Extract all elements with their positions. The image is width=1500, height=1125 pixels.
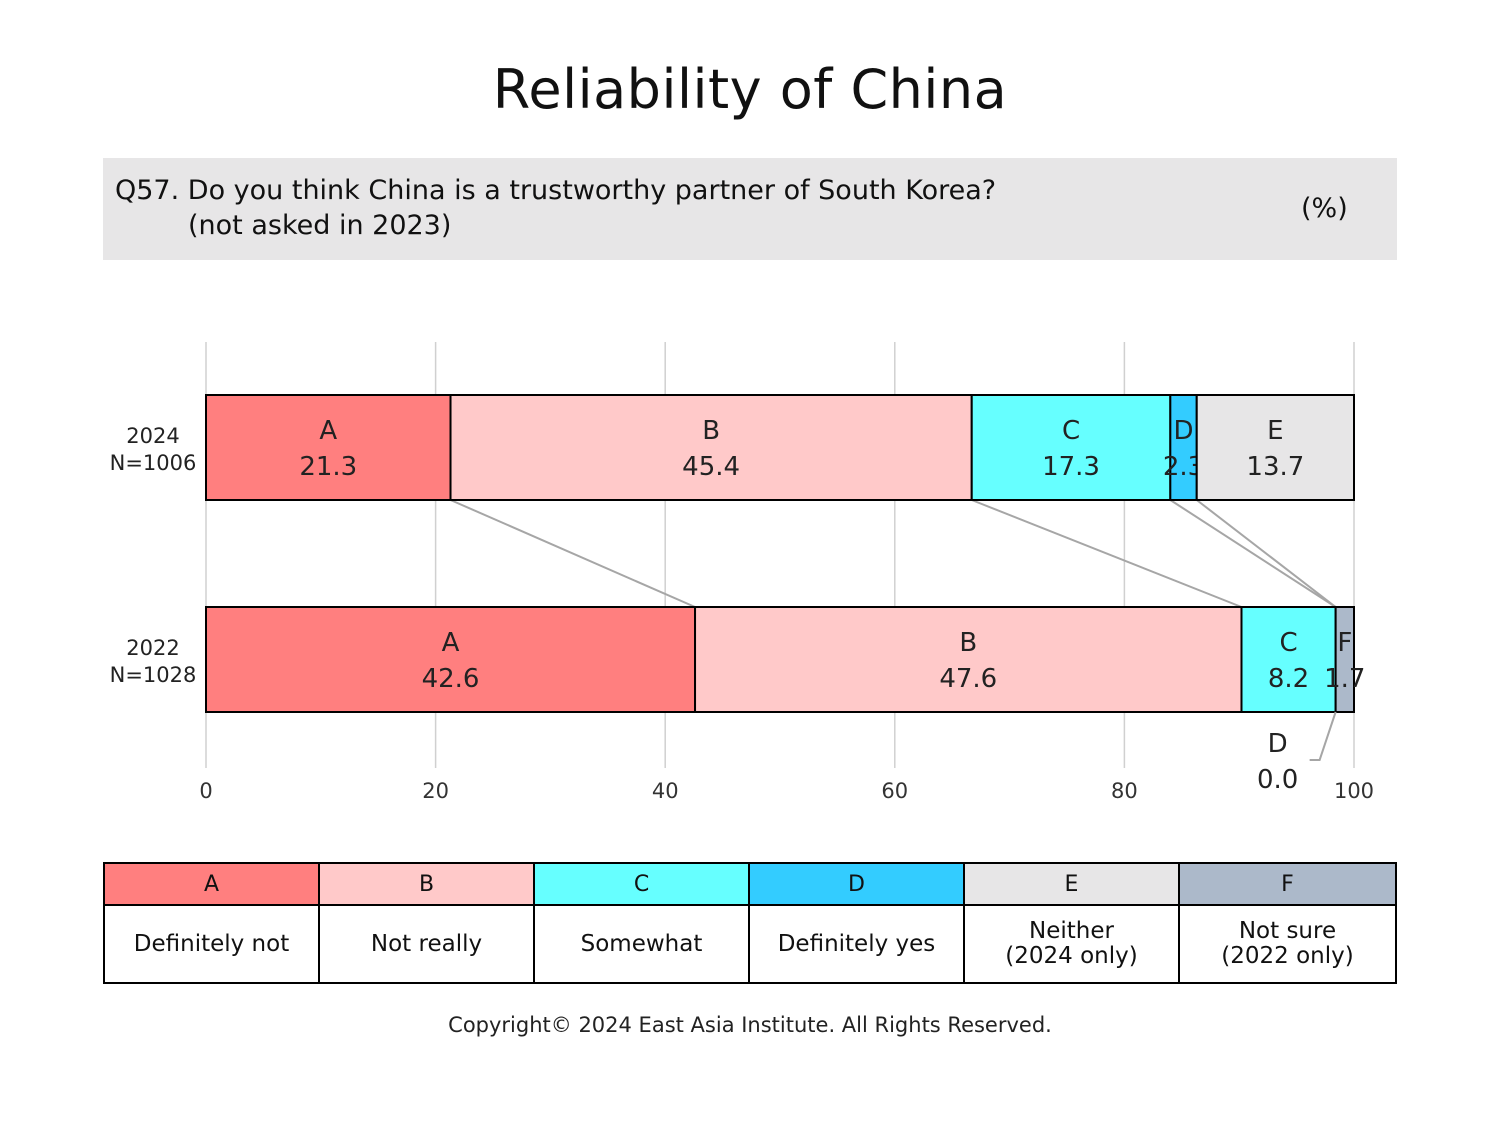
legend-label-f: Not sure (2022 only): [1221, 918, 1354, 969]
x-tick-label: 100: [1334, 779, 1374, 803]
legend-label-d: Definitely yes: [750, 906, 965, 982]
legend-table: A B C D E F Definitely not Not really So…: [103, 862, 1397, 984]
bar-segment-2024-c: [970, 394, 1172, 501]
legend-key-c: C: [535, 864, 750, 906]
segment-key-label: E: [1267, 416, 1283, 446]
legend-key-e: E: [965, 864, 1180, 906]
segment-key-label: D: [1174, 416, 1194, 446]
legend-label-b: Not really: [320, 906, 535, 982]
callout-value-label: 0.0: [1257, 765, 1298, 795]
callout-key-label: D: [1268, 729, 1288, 759]
row-sample-size: N=1028: [110, 663, 197, 687]
legend-key-a: A: [105, 864, 320, 906]
stacked-bar-chart: 0 20 40 60 80 100A21.3B45.4C17.3D2.3E13.72024…: [110, 342, 1374, 803]
segment-key-label: A: [442, 628, 460, 658]
bar-segment-2024-d: [1169, 394, 1198, 501]
row-label: 2024: [126, 424, 179, 448]
x-tick-label: 80: [1111, 779, 1138, 803]
segment-key-label: A: [319, 416, 337, 446]
question-text: Q57. Do you think China is a trustworthy…: [115, 175, 997, 206]
callout-leader-line: [1309, 711, 1337, 761]
connector-line: [1196, 499, 1337, 608]
unit-label: (%): [1301, 193, 1348, 224]
x-tick-label: 60: [881, 779, 908, 803]
legend-label-c: Somewhat: [535, 906, 750, 982]
segment-key-label: B: [959, 628, 977, 658]
legend-key-b: B: [320, 864, 535, 906]
connector-line: [450, 499, 696, 608]
copyright-notice: Copyright© 2024 East Asia Institute. All…: [448, 1013, 1052, 1037]
segment-value-label: 21.3: [299, 452, 357, 482]
chart-title: Reliability of China: [492, 58, 1008, 121]
bar-segment-2024-a: [205, 394, 452, 501]
x-tick-label: 40: [652, 779, 679, 803]
segment-value-label: 45.4: [682, 452, 740, 482]
bar-segment-2022-a: [205, 606, 697, 713]
segment-key-label: B: [702, 416, 720, 446]
connector-line: [1169, 499, 1337, 608]
bar-segment-2022-b: [694, 606, 1243, 713]
connector-line: [971, 499, 1242, 608]
row-sample-size: N=1006: [110, 451, 197, 475]
segment-value-label: 17.3: [1042, 452, 1100, 482]
bar-segment-2022-c: [1240, 606, 1337, 713]
row-label: 2022: [126, 636, 179, 660]
question-note: (not asked in 2023): [188, 210, 452, 241]
x-tick-label: 20: [422, 779, 449, 803]
segment-value-label: 47.6: [939, 664, 997, 694]
segment-value-label: 42.6: [422, 664, 480, 694]
legend-label-e: Neither (2024 only): [965, 906, 1180, 982]
legend-key-d: D: [750, 864, 965, 906]
segment-key-label: C: [1062, 416, 1080, 446]
legend-key-f: F: [1180, 864, 1395, 906]
bar-segment-2022-f: [1334, 606, 1355, 713]
bar-segment-2024-b: [449, 394, 973, 501]
question-box: Q57. Do you think China is a trustworthy…: [103, 158, 1397, 260]
segment-value-label: 1.7: [1324, 664, 1365, 694]
legend-label-a: Definitely not: [105, 906, 320, 982]
segment-value-label: 13.7: [1246, 452, 1304, 482]
segment-value-label: 8.2: [1268, 664, 1309, 694]
x-tick-label: 0: [199, 779, 212, 803]
bar-segment-2024-e: [1195, 394, 1355, 501]
segment-key-label: C: [1279, 628, 1297, 658]
segment-key-label: F: [1337, 628, 1352, 658]
